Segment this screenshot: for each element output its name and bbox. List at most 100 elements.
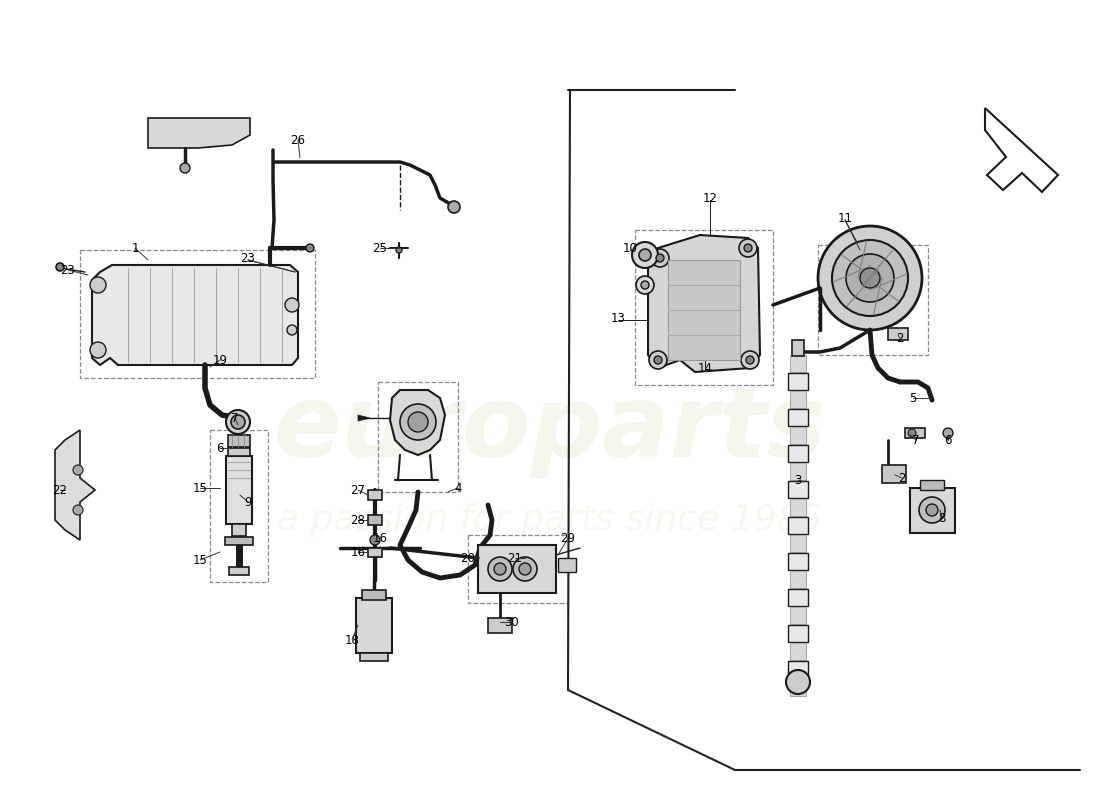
Circle shape (649, 351, 667, 369)
Circle shape (832, 240, 908, 316)
Text: 6: 6 (944, 434, 952, 446)
Circle shape (744, 244, 752, 252)
Bar (790, 355, 806, 372)
Text: 25: 25 (373, 242, 387, 254)
Text: 20: 20 (461, 551, 475, 565)
Text: 27: 27 (351, 483, 365, 497)
Bar (229, 567, 249, 575)
Bar (905, 428, 925, 438)
Bar (788, 409, 808, 426)
Bar (888, 328, 907, 340)
Circle shape (746, 356, 754, 364)
Polygon shape (148, 118, 250, 148)
Circle shape (488, 557, 512, 581)
Bar (790, 391, 806, 408)
Bar (788, 553, 808, 570)
Bar (788, 373, 808, 390)
Circle shape (846, 254, 894, 302)
Polygon shape (92, 265, 298, 365)
Bar (910, 488, 955, 533)
Text: 8: 8 (938, 511, 946, 525)
Circle shape (285, 298, 299, 312)
Circle shape (400, 404, 436, 440)
Text: 28: 28 (351, 514, 365, 526)
Circle shape (519, 563, 531, 575)
Bar (368, 490, 382, 500)
Bar (790, 463, 806, 480)
Text: 6: 6 (217, 442, 223, 454)
Bar (790, 679, 806, 696)
Text: a passion for parts since 1985: a passion for parts since 1985 (277, 503, 823, 537)
Text: 12: 12 (703, 191, 717, 205)
Bar (788, 481, 808, 498)
Circle shape (908, 429, 916, 437)
Text: 23: 23 (241, 251, 255, 265)
Circle shape (818, 226, 922, 330)
Bar (790, 607, 806, 624)
Polygon shape (390, 390, 446, 455)
Bar (210, 430, 268, 582)
Polygon shape (55, 430, 95, 540)
Circle shape (741, 351, 759, 369)
Circle shape (639, 249, 651, 261)
Text: 2: 2 (896, 331, 904, 345)
Bar (558, 558, 576, 572)
Circle shape (739, 239, 757, 257)
Circle shape (306, 244, 313, 252)
Circle shape (56, 263, 64, 271)
Bar (818, 245, 928, 355)
Bar (788, 625, 808, 642)
Bar (788, 661, 808, 678)
Bar (368, 548, 382, 557)
Text: 16: 16 (351, 546, 365, 558)
Bar (228, 448, 250, 456)
Bar (790, 571, 806, 588)
Polygon shape (358, 415, 370, 421)
Bar (635, 230, 773, 385)
Circle shape (926, 504, 938, 516)
Circle shape (918, 497, 945, 523)
Circle shape (408, 412, 428, 432)
Bar (478, 545, 556, 593)
Bar (362, 590, 386, 600)
Text: 4: 4 (454, 482, 462, 494)
Text: 7: 7 (912, 434, 920, 446)
Bar (792, 340, 804, 356)
Circle shape (636, 276, 654, 294)
Bar (226, 456, 252, 524)
Bar (228, 435, 250, 447)
Text: 26: 26 (290, 134, 306, 146)
Text: 18: 18 (344, 634, 360, 646)
Circle shape (656, 254, 664, 262)
Circle shape (651, 249, 669, 267)
Circle shape (231, 415, 245, 429)
Text: 2: 2 (899, 471, 905, 485)
Bar (920, 480, 944, 490)
Bar (668, 260, 740, 360)
Circle shape (494, 563, 506, 575)
Bar (468, 535, 568, 603)
Polygon shape (984, 108, 1058, 192)
Circle shape (786, 670, 810, 694)
Text: 21: 21 (507, 551, 522, 565)
Text: 16: 16 (373, 531, 387, 545)
Text: 13: 13 (610, 311, 626, 325)
Circle shape (370, 535, 379, 545)
Polygon shape (648, 235, 760, 372)
Text: 5: 5 (910, 391, 916, 405)
Bar (790, 643, 806, 660)
Text: 15: 15 (192, 554, 208, 566)
Circle shape (226, 410, 250, 434)
Circle shape (943, 428, 953, 438)
Text: 10: 10 (623, 242, 637, 254)
Circle shape (90, 277, 106, 293)
Bar (882, 465, 906, 483)
Text: 30: 30 (505, 615, 519, 629)
Circle shape (90, 342, 106, 358)
Bar (226, 537, 253, 545)
Bar (360, 653, 388, 661)
Bar (788, 517, 808, 534)
Bar (790, 499, 806, 516)
Circle shape (287, 325, 297, 335)
Text: 19: 19 (212, 354, 228, 366)
